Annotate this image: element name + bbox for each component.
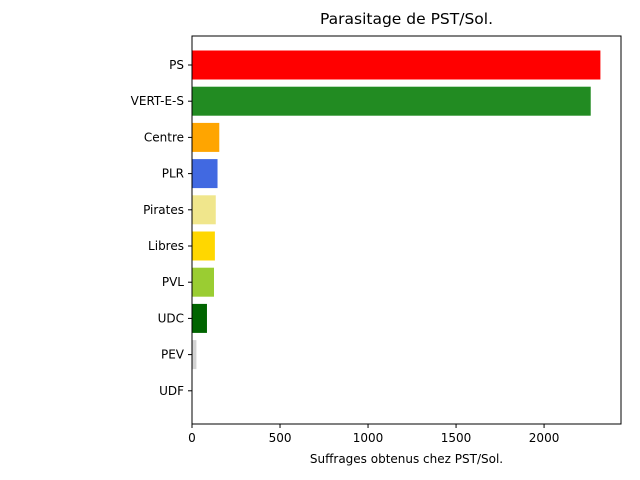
y-tick-label-plr: PLR: [162, 167, 184, 181]
bar-vert-e-s: [192, 86, 591, 116]
bars-group: [192, 50, 601, 406]
bar-plr: [192, 159, 218, 189]
y-tick-label-libres: Libres: [148, 239, 184, 253]
y-tick-label-centre: Centre: [144, 130, 184, 144]
bar-libres: [192, 231, 215, 261]
y-tick-label-pirates: Pirates: [143, 203, 184, 217]
y-axis-ticks: PS VERT-E-S Centre PLR Pirates Libres PVL UDC PE…: [131, 58, 192, 398]
y-tick-label-vert-e-s: VERT-E-S: [131, 94, 184, 108]
bar-centre: [192, 122, 220, 152]
x-tick-label-1000: 1000: [353, 431, 384, 445]
y-tick-label-pev: PEV: [161, 348, 185, 362]
y-tick-label-ps: PS: [169, 58, 184, 72]
y-tick-label-udc: UDC: [158, 311, 184, 325]
plot-frame: [191, 35, 622, 425]
y-tick-label-udf: UDF: [159, 384, 184, 398]
bar-pev: [192, 340, 197, 370]
x-tick-label-500: 500: [269, 431, 292, 445]
x-axis-label: Suffrages obtenus chez PST/Sol.: [310, 452, 503, 466]
bar-pirates: [192, 195, 216, 225]
x-tick-label-0: 0: [188, 431, 196, 445]
bar-pvl: [192, 267, 215, 297]
x-tick-label-2000: 2000: [529, 431, 560, 445]
chart-title: Parasitage de PST/Sol.: [320, 10, 493, 28]
bar-udc: [192, 303, 207, 333]
bar-ps: [192, 50, 601, 80]
x-axis-ticks: 0 500 1000 1500 2000: [188, 424, 559, 445]
x-tick-label-1500: 1500: [441, 431, 472, 445]
y-tick-label-pvl: PVL: [162, 275, 184, 289]
